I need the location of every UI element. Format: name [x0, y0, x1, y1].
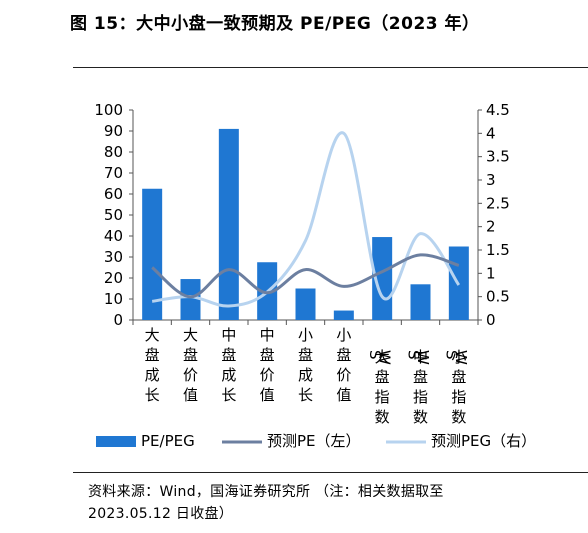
- category-label: 大盘成长: [145, 326, 160, 404]
- legend-label-bar: PE/PEG: [141, 432, 195, 450]
- category-label: 小盘价值: [336, 326, 351, 404]
- left-tick-label: 0: [113, 311, 123, 329]
- right-axis-ticks: 0 0.5 1 1.5 2 2.5 3 3.5 4 4.5: [478, 101, 510, 329]
- left-tick-label: 80: [104, 143, 123, 161]
- right-tick-label: 3.5: [486, 148, 510, 166]
- category-label: 中盘价值: [260, 326, 275, 404]
- left-tick-label: 30: [104, 248, 123, 266]
- right-tick-label: 2.5: [486, 194, 510, 212]
- right-tick-label: 1: [486, 264, 496, 282]
- right-tick-label: 2: [486, 218, 496, 236]
- category-label: 中盘成长: [221, 326, 236, 404]
- category-label: 小盘成长: [298, 326, 313, 404]
- bar: [180, 279, 201, 320]
- bar: [410, 284, 431, 320]
- right-tick-label: 4.5: [486, 101, 510, 119]
- left-tick-label: 40: [104, 227, 123, 245]
- chart: 0 10 20 30 40 50 60 70 80 90 100 0 0.5 1 1.5 2 2.5 3 3.5 4…: [94, 101, 536, 450]
- category-label: SW大盘指数: [366, 348, 394, 426]
- source-note: 资料来源：Wind，国海证券研究所 （注：相关数据取至 2023.05.12 日…: [88, 481, 578, 525]
- category-label: SW小盘指数: [443, 348, 471, 426]
- legend: PE/PEG 预测PE（左） 预测PEG（右）: [96, 432, 536, 450]
- left-tick-label: 10: [104, 290, 123, 308]
- left-tick-label: 20: [104, 269, 123, 287]
- left-tick-label: 90: [104, 122, 123, 140]
- bar-series: [142, 128, 469, 320]
- title-rule: [73, 67, 588, 68]
- source-line-1: 资料来源：Wind，国海证券研究所 （注：相关数据取至: [88, 484, 444, 500]
- bar: [333, 310, 354, 320]
- pe-line: [151, 253, 460, 299]
- legend-label-peg: 预测PEG（右）: [431, 432, 536, 450]
- right-tick-label: 0.5: [486, 288, 510, 306]
- left-tick-label: 50: [104, 206, 123, 224]
- peg-line: [151, 131, 461, 308]
- left-tick-label: 70: [104, 164, 123, 182]
- figure-title: 图 15：大中小盘一致预期及 PE/PEG（2023 年）: [70, 14, 480, 34]
- legend-label-pe: 预测PE（左）: [267, 432, 361, 450]
- right-tick-label: 1.5: [486, 241, 510, 259]
- bar: [142, 188, 163, 320]
- left-tick-label: 60: [104, 185, 123, 203]
- right-tick-label: 0: [486, 311, 496, 329]
- source-line-2: 2023.05.12 日收盘）: [88, 506, 234, 522]
- bar: [295, 288, 316, 320]
- category-label: SW中盘指数: [404, 348, 432, 426]
- category-label: 大盘价值: [183, 326, 198, 404]
- bar: [218, 128, 239, 320]
- line-series: [151, 131, 461, 308]
- right-tick-label: 4: [486, 124, 496, 142]
- legend-swatch-bar: [96, 436, 136, 447]
- left-tick-label: 100: [94, 101, 123, 119]
- left-axis-ticks: 0 10 20 30 40 50 60 70 80 90 100: [94, 101, 133, 329]
- source-rule: [73, 472, 588, 473]
- category-labels: 大盘成长 大盘价值 中盘成长 中盘价值 小盘成长 小盘价值 SW大盘指数 SW中盘指数 SW小盘…: [145, 326, 471, 426]
- right-tick-label: 3: [486, 171, 496, 189]
